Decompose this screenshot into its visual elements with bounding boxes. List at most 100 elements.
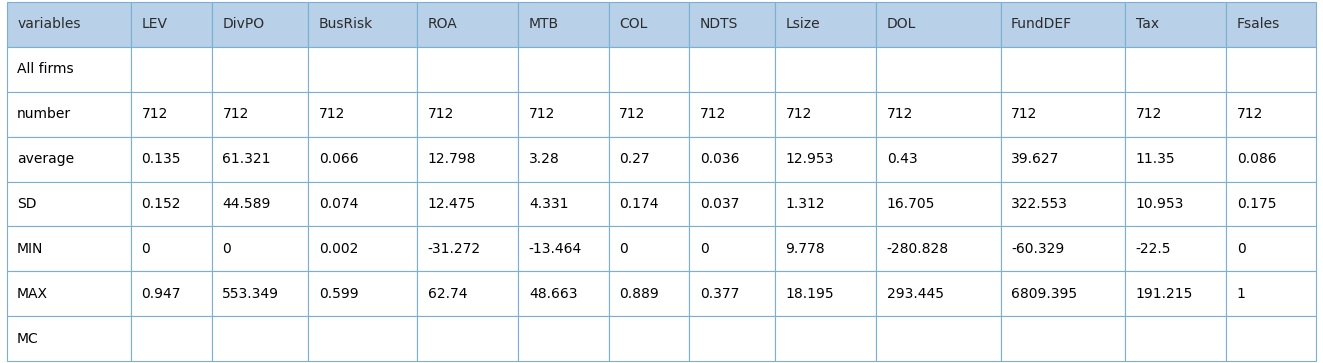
Bar bbox=[1226, 227, 1316, 272]
Bar bbox=[876, 2, 1000, 47]
Bar bbox=[689, 2, 775, 47]
Text: -13.464: -13.464 bbox=[529, 242, 582, 256]
Bar bbox=[609, 316, 689, 361]
Text: NDTS: NDTS bbox=[700, 17, 738, 31]
Bar bbox=[417, 2, 519, 47]
Bar bbox=[1226, 182, 1316, 227]
Text: 712: 712 bbox=[529, 107, 556, 121]
Bar bbox=[609, 272, 689, 316]
Text: 9.778: 9.778 bbox=[786, 242, 826, 256]
Bar bbox=[7, 182, 131, 227]
Text: 48.663: 48.663 bbox=[529, 287, 577, 301]
Text: 1: 1 bbox=[1237, 287, 1245, 301]
Bar bbox=[131, 272, 212, 316]
Bar bbox=[1226, 92, 1316, 136]
Text: 0.175: 0.175 bbox=[1237, 197, 1277, 211]
Bar bbox=[689, 182, 775, 227]
Text: 0.43: 0.43 bbox=[886, 152, 917, 166]
Text: 10.953: 10.953 bbox=[1135, 197, 1184, 211]
Bar bbox=[775, 2, 876, 47]
Text: 0.036: 0.036 bbox=[700, 152, 740, 166]
Text: number: number bbox=[17, 107, 71, 121]
Text: 0.152: 0.152 bbox=[142, 197, 181, 211]
Bar bbox=[212, 2, 308, 47]
Text: 712: 712 bbox=[1011, 107, 1037, 121]
Bar bbox=[775, 272, 876, 316]
Bar bbox=[689, 92, 775, 136]
Text: FundDEF: FundDEF bbox=[1011, 17, 1072, 31]
Bar bbox=[689, 136, 775, 182]
Text: 0.037: 0.037 bbox=[700, 197, 740, 211]
Text: 0.947: 0.947 bbox=[142, 287, 181, 301]
Text: 61.321: 61.321 bbox=[222, 152, 271, 166]
Bar bbox=[609, 47, 689, 91]
Text: 1.312: 1.312 bbox=[786, 197, 826, 211]
Text: ROA: ROA bbox=[427, 17, 458, 31]
Text: 0: 0 bbox=[142, 242, 151, 256]
Text: 12.953: 12.953 bbox=[786, 152, 833, 166]
Bar bbox=[775, 316, 876, 361]
Text: 0.377: 0.377 bbox=[700, 287, 740, 301]
Text: 0: 0 bbox=[1237, 242, 1245, 256]
Text: 0.889: 0.889 bbox=[619, 287, 659, 301]
Bar bbox=[519, 227, 609, 272]
Bar bbox=[308, 227, 417, 272]
Bar bbox=[1125, 227, 1226, 272]
Bar bbox=[876, 92, 1000, 136]
Bar bbox=[417, 272, 519, 316]
Text: 712: 712 bbox=[427, 107, 454, 121]
Text: 712: 712 bbox=[619, 107, 646, 121]
Bar bbox=[519, 316, 609, 361]
Text: 0: 0 bbox=[619, 242, 628, 256]
Text: 16.705: 16.705 bbox=[886, 197, 935, 211]
Text: 712: 712 bbox=[1237, 107, 1263, 121]
Bar bbox=[1226, 316, 1316, 361]
Text: 3.28: 3.28 bbox=[529, 152, 560, 166]
Text: All firms: All firms bbox=[17, 62, 74, 76]
Text: -280.828: -280.828 bbox=[886, 242, 949, 256]
Text: 0.002: 0.002 bbox=[319, 242, 359, 256]
Bar bbox=[417, 136, 519, 182]
Text: 712: 712 bbox=[786, 107, 812, 121]
Text: 293.445: 293.445 bbox=[886, 287, 943, 301]
Bar bbox=[775, 182, 876, 227]
Bar bbox=[1226, 2, 1316, 47]
Bar bbox=[1000, 2, 1125, 47]
Text: 0.135: 0.135 bbox=[142, 152, 181, 166]
Text: DivPO: DivPO bbox=[222, 17, 265, 31]
Bar bbox=[876, 182, 1000, 227]
Bar bbox=[212, 316, 308, 361]
Bar bbox=[212, 136, 308, 182]
Text: -60.329: -60.329 bbox=[1011, 242, 1064, 256]
Bar bbox=[519, 47, 609, 91]
Bar bbox=[308, 316, 417, 361]
Bar bbox=[1226, 47, 1316, 91]
Bar bbox=[308, 2, 417, 47]
Bar bbox=[7, 272, 131, 316]
Bar bbox=[7, 136, 131, 182]
Bar bbox=[689, 272, 775, 316]
Bar bbox=[519, 182, 609, 227]
Text: 712: 712 bbox=[142, 107, 168, 121]
Bar bbox=[131, 92, 212, 136]
Text: 0.599: 0.599 bbox=[319, 287, 359, 301]
Bar bbox=[609, 92, 689, 136]
Bar bbox=[417, 227, 519, 272]
Bar bbox=[775, 47, 876, 91]
Text: 0.086: 0.086 bbox=[1237, 152, 1277, 166]
Text: 0: 0 bbox=[222, 242, 232, 256]
Bar bbox=[1226, 136, 1316, 182]
Text: 0: 0 bbox=[700, 242, 709, 256]
Bar bbox=[1226, 272, 1316, 316]
Bar bbox=[7, 227, 131, 272]
Bar bbox=[1000, 272, 1125, 316]
Text: 712: 712 bbox=[319, 107, 345, 121]
Bar bbox=[308, 136, 417, 182]
Bar bbox=[131, 227, 212, 272]
Bar bbox=[7, 316, 131, 361]
Text: Tax: Tax bbox=[1135, 17, 1159, 31]
Text: 712: 712 bbox=[222, 107, 249, 121]
Bar bbox=[417, 182, 519, 227]
Text: average: average bbox=[17, 152, 74, 166]
Bar bbox=[876, 316, 1000, 361]
